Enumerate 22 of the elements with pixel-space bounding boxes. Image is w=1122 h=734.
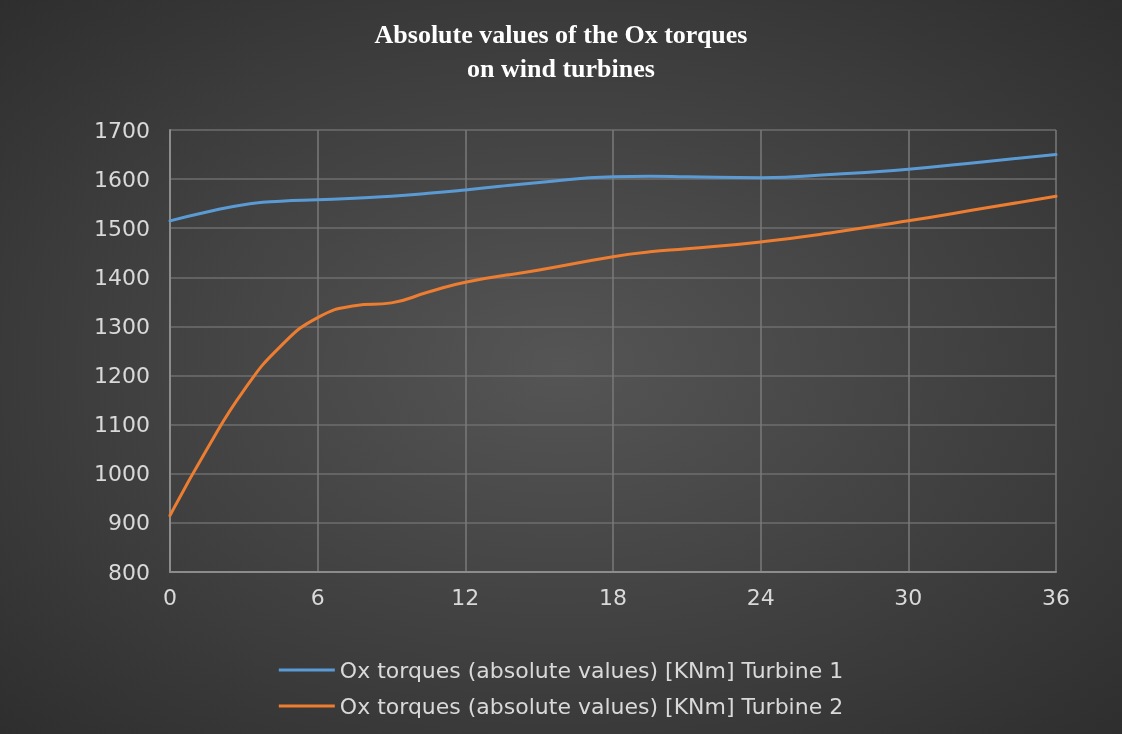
x-tick-label: 24 (746, 584, 775, 610)
y-tick-label: 1700 (94, 117, 150, 143)
x-tick-label: 36 (1042, 584, 1070, 610)
y-tick-label: 1500 (94, 215, 150, 241)
y-tick-label: 800 (108, 559, 150, 585)
y-tick-label: 1000 (94, 461, 150, 487)
y-tick-label: 1400 (94, 264, 150, 290)
y-tick-label: 900 (108, 510, 150, 536)
legend-label: Ox torques (absolute values) [KNm] Turbine 1 (339, 657, 844, 683)
y-tick-label: 1600 (94, 166, 150, 192)
x-tick-label: 18 (599, 584, 627, 610)
line-series (168, 153, 1058, 223)
x-tick-label: 0 (163, 584, 177, 610)
y-tick-label: 1300 (94, 313, 150, 339)
y-tick-label: 1100 (94, 412, 150, 438)
y-tick-label: 1200 (94, 363, 150, 389)
x-tick-label: 12 (451, 584, 480, 610)
line-series (168, 194, 1058, 518)
legend-label: Ox torques (absolute values) [KNm] Turbine 2 (339, 693, 844, 719)
x-tick-label: 30 (894, 584, 923, 610)
x-tick-label: 6 (310, 584, 325, 610)
chart-title: Absolute values of the Ox torques on wind turbines (374, 19, 748, 83)
